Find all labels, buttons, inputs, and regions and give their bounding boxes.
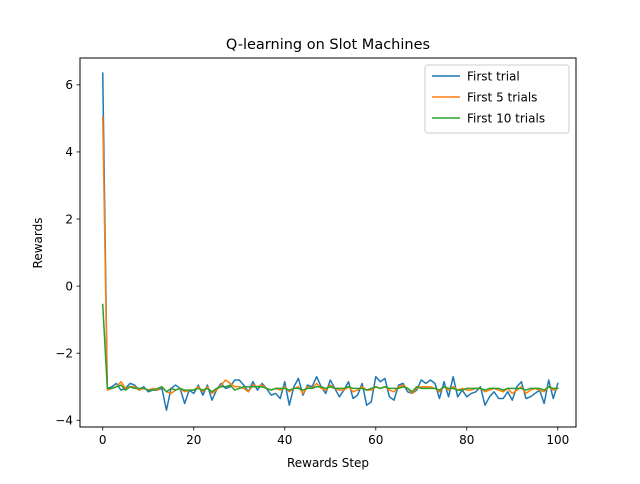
series-line-1 <box>101 72 559 411</box>
axes-frame <box>79 57 577 428</box>
legend-label-1: First trial <box>467 69 520 83</box>
legend: First trial First 5 trials First 10 trials <box>424 64 570 134</box>
y-tick-label: −4 <box>55 414 73 428</box>
plot-area <box>101 72 559 411</box>
x-axis: 0 20 40 60 80 100 <box>99 427 569 447</box>
y-axis-label: Rewards <box>31 218 45 269</box>
x-tick-label: 20 <box>186 433 201 447</box>
x-tick-label: 100 <box>546 433 569 447</box>
y-tick-label: −2 <box>55 347 73 361</box>
legend-label-2: First 5 trials <box>467 90 537 104</box>
chart-title: Q-learning on Slot Machines <box>226 37 430 53</box>
series-line-3 <box>101 303 559 393</box>
x-tick-label: 80 <box>459 433 474 447</box>
y-tick-label: 4 <box>65 145 73 159</box>
y-tick-label: 2 <box>65 212 73 226</box>
legend-box <box>424 64 570 134</box>
y-axis: −4 −2 0 2 4 6 <box>55 78 80 428</box>
y-tick-label: 6 <box>65 78 73 92</box>
x-tick-label: 60 <box>368 433 383 447</box>
x-axis-label: Rewards Step <box>287 456 369 470</box>
y-tick-label: 0 <box>65 279 73 293</box>
legend-label-3: First 10 trials <box>467 111 545 125</box>
x-tick-label: 40 <box>277 433 292 447</box>
x-tick-label: 0 <box>99 433 107 447</box>
